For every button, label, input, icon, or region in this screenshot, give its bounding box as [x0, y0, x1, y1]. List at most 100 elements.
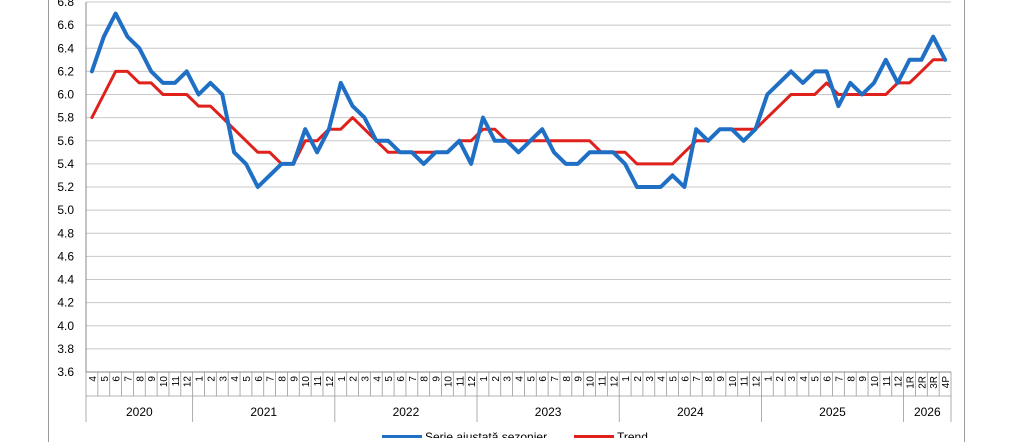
month-label: 5	[811, 376, 822, 382]
month-label: 1	[763, 376, 774, 382]
month-label: 1	[479, 376, 490, 382]
y-tick-label: 6.8	[57, 0, 74, 9]
month-label: 3R	[929, 376, 940, 389]
month-label: 5	[526, 376, 537, 382]
month-label: 4P	[941, 376, 952, 389]
month-label: 10	[586, 376, 597, 388]
month-label: 2	[206, 376, 217, 382]
month-label: 3	[787, 376, 798, 382]
month-label: 8	[704, 376, 715, 382]
year-label: 2025	[819, 405, 846, 419]
year-label: 2026	[914, 405, 941, 419]
month-label: 8	[562, 376, 573, 382]
gridlines	[85, 1, 951, 373]
month-label: 7	[123, 376, 134, 382]
month-label: 10	[159, 376, 170, 388]
y-tick-label: 6.6	[57, 18, 74, 32]
month-label: 10	[728, 376, 739, 388]
month-label: 10	[443, 376, 454, 388]
month-label: 1R	[906, 376, 917, 389]
y-tick-label: 4.2	[57, 296, 74, 310]
month-label: 6	[538, 376, 549, 382]
month-label: 12	[894, 376, 905, 388]
month-label: 9	[858, 376, 869, 382]
y-tick-label: 4.6	[57, 249, 74, 263]
month-label: 7	[266, 376, 277, 382]
month-label: 3	[360, 376, 371, 382]
month-label: 8	[135, 376, 146, 382]
series-lines	[89, 11, 948, 189]
y-tick-label: 6.4	[57, 41, 74, 55]
month-label: 4	[515, 376, 526, 382]
month-label: 12	[325, 376, 336, 388]
y-tick-label: 4.0	[57, 319, 74, 333]
y-axis-labels: 3.6 3.8 4.0 4.2 4.4 4.6 4.8 5.0 5.2 5.4 5.6 5.8 6.0 6…	[57, 0, 74, 379]
x-axis: 4 5 6 7 8 9 10 11 12 1 2 3 4 5 6 7 8 9 10 11 12 1 2 3 4 5 6 7 8 9 10 11…	[85, 371, 952, 422]
month-label: 4	[799, 376, 810, 382]
month-label: 12	[467, 376, 478, 388]
month-label: 8	[420, 376, 431, 382]
month-label: 2	[491, 376, 502, 382]
month-label: 10	[301, 376, 312, 388]
month-label: 11	[882, 376, 893, 387]
month-label: 12	[751, 376, 762, 388]
month-label: 9	[289, 376, 300, 382]
y-tick-label: 5.8	[57, 111, 74, 125]
month-label: 8	[278, 376, 289, 382]
month-label: 9	[716, 376, 727, 382]
legend-label: Serie ajustată sezonier	[425, 430, 547, 438]
month-label: 11	[313, 376, 324, 387]
month-label: 12	[183, 376, 194, 388]
month-label: 9	[432, 376, 443, 382]
y-tick-label: 5.2	[57, 180, 74, 194]
y-tick-label: 6.0	[57, 88, 74, 102]
y-tick-label: 3.6	[57, 365, 74, 379]
month-label: 11	[597, 376, 608, 387]
month-label: 6	[112, 376, 123, 382]
month-label: 12	[609, 376, 620, 388]
month-label: 11	[740, 376, 751, 387]
year-label: 2021	[250, 405, 277, 419]
month-label: 7	[550, 376, 561, 382]
month-label: 4	[372, 376, 383, 382]
month-label: 5	[242, 376, 253, 382]
month-label: 6	[680, 376, 691, 382]
month-label: 9	[574, 376, 585, 382]
month-label: 9	[147, 376, 158, 382]
series-seasonally-adjusted-line	[89, 11, 948, 189]
month-label: 1	[195, 376, 206, 382]
y-tick-label: 4.8	[57, 226, 74, 240]
y-tick-label: 3.8	[57, 342, 74, 356]
month-label: 2	[349, 376, 360, 382]
y-tick-label: 5.4	[57, 157, 74, 171]
y-tick-label: 5.0	[57, 203, 74, 217]
month-label: 2R	[917, 376, 928, 389]
month-label: 3	[503, 376, 514, 382]
month-label: 1	[337, 376, 348, 382]
year-label: 2024	[677, 405, 704, 419]
month-label: 5	[100, 376, 111, 382]
month-label: 7	[408, 376, 419, 382]
month-label: 7	[692, 376, 703, 382]
year-label: 2022	[393, 405, 420, 419]
y-tick-label: 5.6	[57, 134, 74, 148]
y-tick-label: 6.2	[57, 64, 74, 78]
month-label: 8	[846, 376, 857, 382]
month-label: 4	[657, 376, 668, 382]
year-label: 2020	[126, 405, 153, 419]
y-tick-label: 4.4	[57, 273, 74, 287]
month-label: 4	[230, 376, 241, 382]
legend: Serie ajustată sezonier Trend	[382, 430, 648, 438]
month-label: 11	[455, 376, 466, 387]
legend-label: Trend	[617, 430, 648, 438]
month-label: 4	[88, 376, 99, 382]
month-label: 3	[218, 376, 229, 382]
series-trend-line	[90, 58, 947, 166]
month-label: 6	[396, 376, 407, 382]
month-label: 6	[823, 376, 834, 382]
month-label: 6	[254, 376, 265, 382]
month-label: 5	[384, 376, 395, 382]
chart-frame	[48, 0, 965, 442]
month-label: 11	[171, 376, 182, 387]
